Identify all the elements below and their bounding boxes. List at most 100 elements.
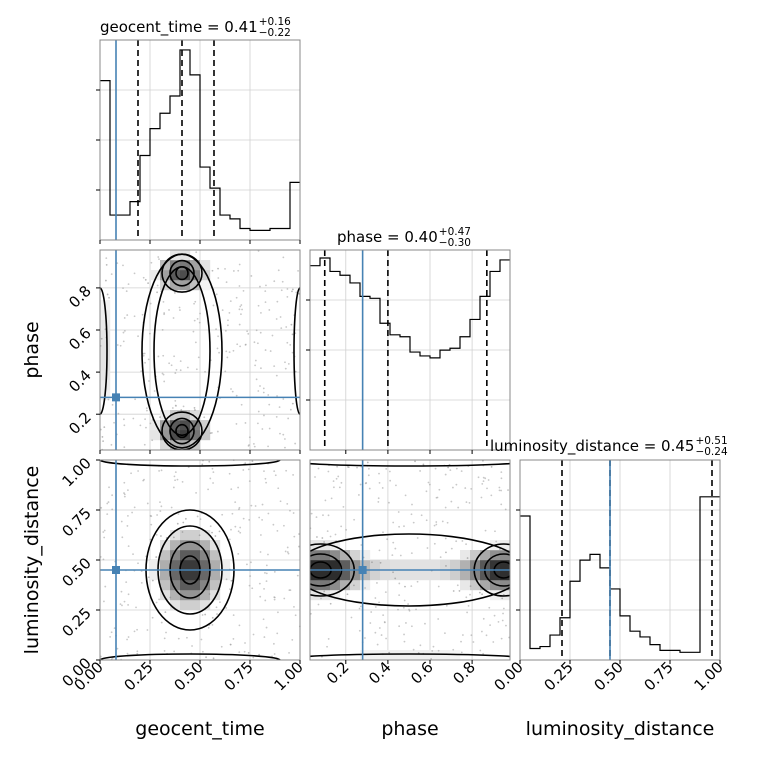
sample-point (507, 489, 509, 491)
sample-point (145, 407, 148, 410)
density-cell (200, 580, 211, 591)
sample-point (123, 330, 126, 332)
sample-point (211, 623, 214, 626)
sample-point (180, 409, 183, 411)
sample-point (237, 553, 240, 555)
sample-point (151, 616, 154, 619)
sample-point (133, 630, 136, 633)
density-cell (180, 260, 191, 271)
sample-point (359, 483, 362, 486)
sample-point (247, 468, 250, 471)
sample-point (386, 538, 389, 541)
sample-point (142, 276, 145, 279)
sample-point (238, 308, 241, 311)
sample-point (127, 514, 129, 517)
sample-point (229, 643, 232, 646)
sample-point (235, 394, 238, 397)
sample-point (170, 364, 173, 367)
sample-point (367, 474, 370, 477)
density-cell (160, 270, 171, 281)
sample-point (265, 572, 268, 575)
density-cell (220, 570, 231, 581)
density-cell (170, 580, 181, 591)
sample-point (291, 288, 294, 291)
contour-line (175, 423, 189, 439)
sample-point (480, 496, 483, 499)
sample-point (246, 330, 249, 333)
sample-point (149, 332, 151, 335)
sample-point (179, 360, 182, 363)
sample-point (232, 637, 235, 640)
sample-point (482, 480, 485, 483)
sample-point (364, 637, 366, 639)
sample-point (163, 637, 166, 640)
sample-point (403, 640, 406, 643)
density-cell (330, 550, 341, 561)
sample-point (192, 330, 195, 333)
density-cell (180, 440, 191, 451)
truth-marker (112, 566, 120, 574)
sample-point (217, 335, 220, 338)
density-cell (210, 570, 221, 581)
sample-point (431, 650, 434, 652)
sample-point (378, 627, 381, 629)
density-cell (390, 560, 401, 571)
sample-point (247, 651, 250, 654)
y-axis-label-phase: phase (21, 321, 43, 378)
sample-point (283, 597, 286, 600)
density-cell (420, 560, 431, 571)
sample-point (162, 373, 165, 376)
sample-point (289, 343, 292, 346)
sample-point (392, 541, 395, 544)
sample-point (484, 477, 487, 480)
sample-point (199, 518, 202, 521)
sample-point (404, 494, 407, 497)
sample-point (121, 604, 123, 607)
sample-point (145, 426, 147, 429)
sample-point (224, 329, 227, 332)
sample-point (446, 521, 449, 524)
sample-point (334, 533, 337, 536)
hist-title-minus: −0.22 (259, 27, 291, 39)
density-cell (370, 570, 381, 581)
density-cell (180, 270, 191, 281)
sample-point (384, 591, 387, 593)
density-cell (200, 570, 211, 581)
sample-point (204, 370, 206, 373)
sample-point (365, 482, 368, 484)
sample-point (174, 404, 177, 407)
sample-point (395, 484, 397, 487)
sample-point (255, 329, 258, 332)
density-cell (200, 530, 211, 541)
density-cell (330, 570, 341, 581)
sample-point (155, 601, 158, 604)
sample-point (172, 536, 175, 539)
sample-point (110, 631, 113, 634)
sample-point (232, 614, 235, 617)
density-cell (370, 650, 381, 661)
sample-point (262, 387, 265, 390)
sample-point (123, 317, 126, 319)
sample-point (253, 341, 256, 344)
sample-point (256, 422, 259, 425)
sample-point (174, 372, 177, 374)
density-cell (370, 560, 381, 571)
sample-point (207, 488, 209, 491)
sample-point (378, 481, 381, 484)
sample-point (360, 544, 363, 546)
truth-layer (100, 40, 611, 660)
sample-point (271, 334, 274, 337)
sample-point (335, 477, 338, 480)
sample-point (317, 603, 320, 606)
sample-point (469, 585, 472, 588)
sample-point (273, 596, 276, 599)
sample-point (465, 501, 468, 504)
sample-point (110, 273, 113, 276)
x-tick-label: 0.2 (323, 658, 353, 688)
sample-point (127, 545, 130, 548)
sample-point (235, 423, 238, 425)
sample-point (277, 269, 280, 272)
sample-point (127, 593, 130, 596)
sample-point (286, 502, 289, 505)
sample-point (171, 407, 174, 409)
